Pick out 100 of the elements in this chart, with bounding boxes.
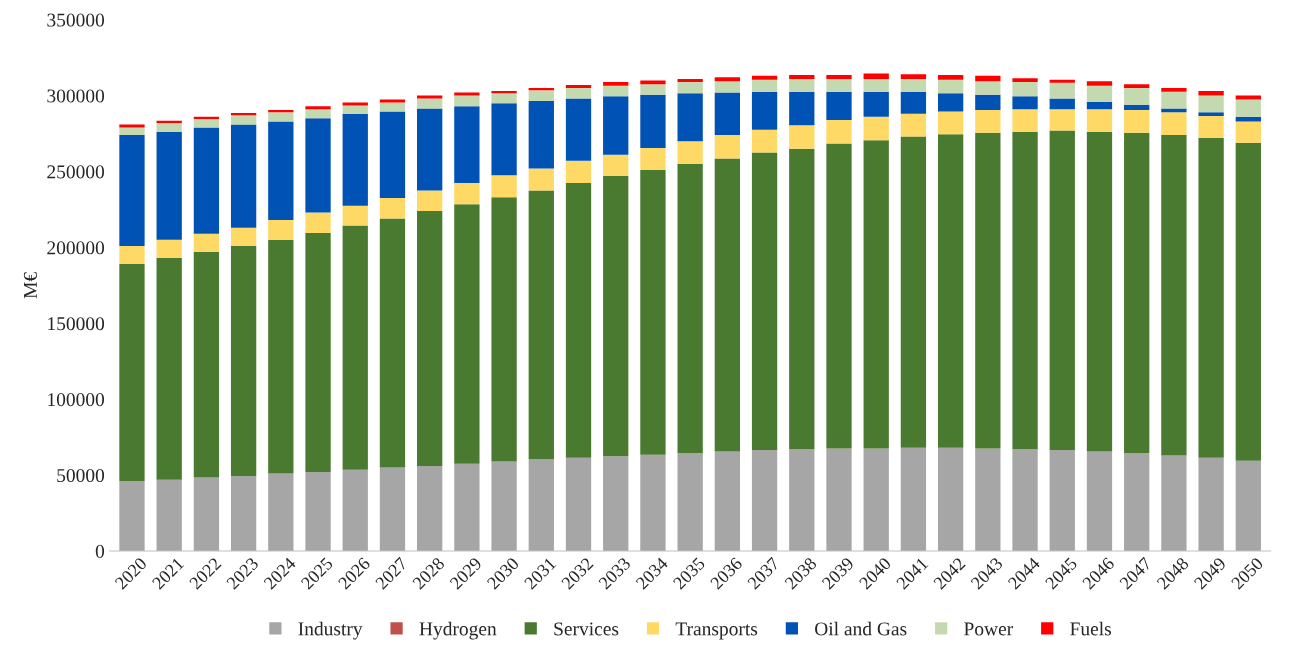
bar bbox=[1012, 78, 1038, 82]
bar bbox=[417, 98, 443, 109]
bar bbox=[230, 115, 257, 125]
bar bbox=[1086, 109, 1113, 133]
bar bbox=[937, 447, 964, 552]
bar bbox=[342, 113, 368, 206]
bar bbox=[1124, 84, 1150, 88]
bar bbox=[417, 95, 443, 99]
bar bbox=[1012, 109, 1038, 133]
bar bbox=[565, 84, 592, 88]
legend-label: Services bbox=[554, 622, 619, 636]
bar bbox=[1086, 451, 1113, 552]
bar bbox=[1086, 132, 1113, 452]
bar bbox=[156, 239, 182, 259]
bar bbox=[751, 75, 778, 80]
bar bbox=[565, 160, 592, 183]
y-tick-label: 200000 bbox=[47, 241, 105, 255]
bar bbox=[379, 111, 406, 199]
bar bbox=[826, 75, 852, 79]
bar bbox=[603, 176, 629, 457]
bar bbox=[119, 124, 145, 128]
legend-label: Oil and Gas bbox=[815, 621, 907, 636]
bar bbox=[714, 135, 741, 159]
bar bbox=[937, 134, 964, 448]
bar bbox=[677, 163, 703, 454]
bar bbox=[305, 212, 331, 233]
bar bbox=[789, 91, 815, 126]
bar bbox=[454, 95, 480, 107]
bar bbox=[1235, 99, 1261, 117]
bar bbox=[789, 449, 815, 552]
bar bbox=[119, 245, 145, 265]
bar bbox=[863, 91, 889, 117]
bar bbox=[342, 225, 368, 470]
bar bbox=[491, 197, 517, 462]
bar bbox=[454, 106, 480, 183]
bar bbox=[454, 463, 480, 552]
bar bbox=[379, 198, 406, 219]
bar bbox=[1161, 88, 1187, 92]
bar bbox=[1012, 81, 1038, 97]
bar bbox=[603, 456, 629, 552]
y-tick-label: 100000 bbox=[48, 393, 105, 407]
bar bbox=[937, 93, 964, 112]
bar bbox=[491, 91, 517, 94]
bar bbox=[640, 147, 666, 170]
bar bbox=[900, 113, 927, 137]
bar bbox=[1124, 453, 1150, 552]
bar bbox=[342, 469, 368, 552]
bar bbox=[1161, 455, 1187, 552]
bar bbox=[491, 175, 517, 198]
bar bbox=[826, 78, 852, 92]
y-tick-label: 150000 bbox=[48, 317, 105, 331]
bar bbox=[528, 90, 554, 101]
bar bbox=[305, 118, 331, 213]
bar bbox=[1049, 79, 1075, 83]
bar bbox=[1012, 449, 1038, 552]
bar bbox=[603, 154, 629, 177]
bar bbox=[714, 77, 741, 82]
bar bbox=[751, 91, 778, 130]
bar bbox=[603, 81, 629, 86]
bar bbox=[454, 204, 480, 464]
bar bbox=[268, 112, 294, 122]
bar bbox=[937, 79, 964, 94]
bar bbox=[1124, 104, 1150, 111]
bar bbox=[1124, 110, 1150, 133]
bar bbox=[156, 122, 182, 133]
y-tick-label: 300000 bbox=[47, 89, 105, 103]
bar bbox=[417, 466, 443, 552]
bar bbox=[975, 132, 1001, 449]
bar bbox=[305, 472, 331, 552]
bar bbox=[491, 461, 517, 552]
bar bbox=[156, 258, 182, 480]
bar bbox=[975, 110, 1001, 133]
bar bbox=[714, 158, 741, 452]
y-tick-label: 0 bbox=[95, 544, 105, 558]
bar bbox=[975, 75, 1001, 82]
bar bbox=[565, 457, 592, 552]
bar bbox=[1086, 85, 1113, 102]
bar bbox=[640, 94, 666, 148]
bar bbox=[193, 119, 220, 128]
bar bbox=[937, 75, 964, 80]
bar bbox=[826, 143, 852, 449]
bar bbox=[119, 127, 145, 136]
bar bbox=[900, 447, 927, 552]
bar bbox=[528, 100, 554, 169]
bar bbox=[1012, 132, 1038, 450]
bar bbox=[603, 85, 629, 97]
bar bbox=[640, 169, 666, 455]
bar bbox=[305, 109, 331, 119]
bar bbox=[119, 481, 145, 552]
bar bbox=[1198, 95, 1224, 113]
bar bbox=[677, 81, 703, 94]
bar bbox=[454, 92, 480, 96]
bar bbox=[1198, 91, 1224, 96]
bar bbox=[789, 75, 815, 79]
bar bbox=[230, 124, 257, 228]
bar bbox=[528, 190, 554, 460]
bar bbox=[603, 96, 629, 155]
y-tick-label: 250000 bbox=[47, 165, 105, 179]
bar bbox=[342, 205, 368, 226]
bar bbox=[826, 119, 852, 144]
